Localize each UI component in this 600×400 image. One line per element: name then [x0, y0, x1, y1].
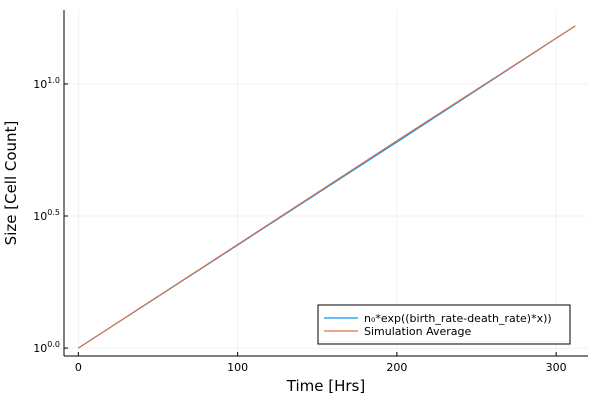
x-axis-label: Time [Hrs]	[286, 377, 365, 395]
y-tick-exponent: 1.0	[47, 76, 60, 85]
series-lines	[78, 25, 576, 349]
x-tick-label: 0	[75, 361, 82, 374]
legend: n₀*exp((birth_rate-death_rate)*x)) Simul…	[317, 304, 571, 345]
x-ticks: 0 100 200 300	[75, 352, 567, 374]
legend-label-series-1: n₀*exp((birth_rate-death_rate)*x))	[364, 312, 552, 325]
plot-area	[64, 10, 588, 356]
y-tick-label: 101.0	[33, 76, 60, 91]
y-axis-label: Size [Cell Count]	[2, 121, 20, 246]
y-tick-label: 100.5	[33, 208, 60, 223]
y-tick-label: 100.0	[33, 340, 60, 355]
series-line-2	[78, 25, 576, 349]
grid	[64, 10, 588, 356]
y-tick-exponent: 0.0	[47, 340, 60, 349]
y-tick-base: 10	[33, 210, 47, 223]
x-tick-label: 300	[546, 361, 567, 374]
x-tick-label: 100	[227, 361, 248, 374]
y-tick-exponent: 0.5	[47, 208, 60, 217]
y-tick-base: 10	[33, 342, 47, 355]
y-tick-base: 10	[33, 78, 47, 91]
axes	[63, 10, 588, 357]
legend-box	[317, 304, 571, 345]
x-tick-label: 200	[386, 361, 407, 374]
legend-label-series-2: Simulation Average	[364, 325, 471, 338]
